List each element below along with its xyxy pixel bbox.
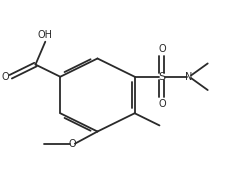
Text: O: O xyxy=(69,139,76,149)
Text: O: O xyxy=(1,72,9,82)
Text: N: N xyxy=(185,72,193,82)
Text: O: O xyxy=(158,99,166,109)
Text: O: O xyxy=(158,44,166,54)
Text: OH: OH xyxy=(38,30,53,40)
Text: S: S xyxy=(158,72,165,82)
